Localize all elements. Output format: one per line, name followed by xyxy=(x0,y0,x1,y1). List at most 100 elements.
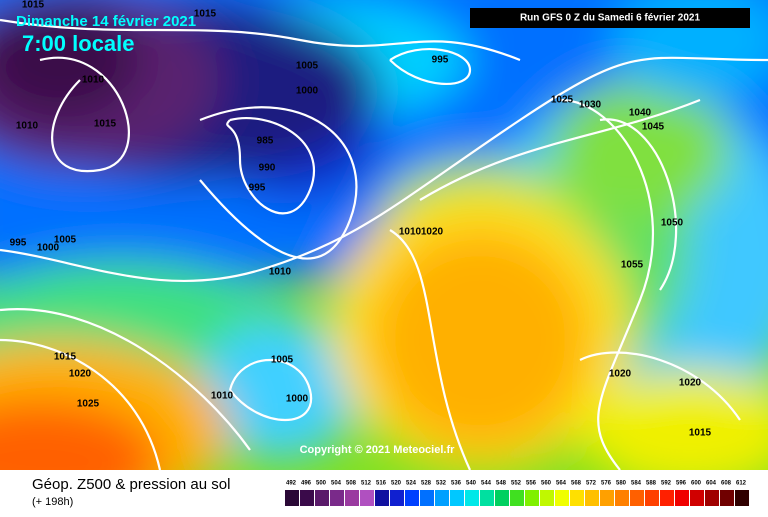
scale-label: 500 xyxy=(316,481,327,487)
isobar-label: 995 xyxy=(10,238,27,249)
scale-label: 516 xyxy=(376,481,387,487)
isobar-label: 985 xyxy=(257,136,274,147)
isobar-label: 1015 xyxy=(194,9,217,20)
isobar-label: 1030 xyxy=(579,100,602,111)
scale-swatch xyxy=(285,490,299,506)
copyright: Copyright © 2021 Meteociel.fr xyxy=(300,444,456,456)
isobar-label: 1010 xyxy=(82,75,105,86)
run: Run GFS 0 Z du Samedi 6 février 2021 xyxy=(520,13,701,24)
scale-swatch xyxy=(465,490,479,506)
scale-swatch xyxy=(435,490,449,506)
scale-label: 496 xyxy=(301,481,312,487)
scale-label: 528 xyxy=(421,481,432,487)
scale-label: 552 xyxy=(511,481,522,487)
scale-label: 544 xyxy=(481,481,492,487)
scale-label: 572 xyxy=(586,481,597,487)
scale-swatch xyxy=(555,490,569,506)
scale-swatch xyxy=(735,490,749,506)
isobar-label: 1015 xyxy=(94,119,117,130)
isobar-label: 995 xyxy=(432,55,449,66)
scale-label: 536 xyxy=(451,481,462,487)
scale-swatch xyxy=(525,490,539,506)
scale-swatch xyxy=(390,490,404,506)
isobar-label: 1055 xyxy=(621,260,644,271)
color-scale: 492 496 500 504 508 512 516 520 524 528 532 536 540 5… xyxy=(285,481,749,506)
isobar-label: 1020 xyxy=(69,369,92,380)
isobar-label: 1010 xyxy=(269,267,292,278)
isobar-label: 1015 xyxy=(689,428,712,439)
scale-swatch xyxy=(510,490,524,506)
isobar-label: 1010 xyxy=(16,121,39,132)
scale-label: 592 xyxy=(661,481,672,487)
isobar-label: 1005 xyxy=(271,355,294,366)
scale-swatch xyxy=(690,490,704,506)
isobar-label: 1010 xyxy=(211,391,234,402)
isobar-label: 1050 xyxy=(661,218,684,229)
isobar-label: 1005 xyxy=(296,61,319,72)
isobar-label: 990 xyxy=(259,163,276,174)
scale-swatch xyxy=(675,490,689,506)
scale-swatch xyxy=(405,490,419,506)
isobar-label: 1000 xyxy=(296,86,319,97)
scale-label: 580 xyxy=(616,481,627,487)
scale-label: 512 xyxy=(361,481,372,487)
scale-swatch xyxy=(495,490,509,506)
scale-swatch xyxy=(480,490,494,506)
scale-label: 524 xyxy=(406,481,417,487)
scale-swatch xyxy=(345,490,359,506)
scale-swatch xyxy=(420,490,434,506)
isobar-label: 1020 xyxy=(679,378,702,389)
isobar-label: 1040 xyxy=(629,108,652,119)
scale-swatch xyxy=(330,490,344,506)
isobar-label: 1015 xyxy=(54,352,77,363)
isobar-label: 1025 xyxy=(77,399,100,410)
scale-swatch xyxy=(540,490,554,506)
isobar-label: 1005 xyxy=(54,235,77,246)
isobar-label: 995 xyxy=(249,183,266,194)
scale-label: 612 xyxy=(736,481,747,487)
scale-swatch xyxy=(300,490,314,506)
isobar-label: 1000 xyxy=(286,394,309,405)
scale-label: 584 xyxy=(631,481,642,487)
date: Dimanche 14 février 2021 xyxy=(16,13,196,30)
time: 7:00 locale xyxy=(22,31,135,56)
scale-swatch xyxy=(630,490,644,506)
scale-label: 588 xyxy=(646,481,657,487)
isobar-label: 1020 xyxy=(421,227,444,238)
run-box xyxy=(470,8,750,28)
legend-lead: (+ 198h) xyxy=(32,496,73,508)
isobar-label: 1000 xyxy=(37,243,60,254)
scale-swatch xyxy=(375,490,389,506)
scale-swatch xyxy=(645,490,659,506)
isobar-label: 1045 xyxy=(642,122,665,133)
scale-label: 608 xyxy=(721,481,732,487)
isobar-label: 1020 xyxy=(609,369,632,380)
scale-swatch xyxy=(660,490,674,506)
scale-label: 600 xyxy=(691,481,702,487)
legend-title: Géop. Z500 & pression au sol xyxy=(32,476,230,493)
isobar-label: 1025 xyxy=(551,95,574,106)
scale-swatch xyxy=(570,490,584,506)
scale-label: 520 xyxy=(391,481,402,487)
scale-label: 492 xyxy=(286,481,297,487)
scale-swatch xyxy=(705,490,719,506)
scale-swatch xyxy=(720,490,734,506)
scale-label: 532 xyxy=(436,481,447,487)
isobar-label: 1015 xyxy=(22,0,45,11)
scale-label: 540 xyxy=(466,481,477,487)
scale-swatch xyxy=(585,490,599,506)
scale-label: 548 xyxy=(496,481,507,487)
scale-swatch xyxy=(615,490,629,506)
scale-swatch xyxy=(315,490,329,506)
scale-label: 560 xyxy=(541,481,552,487)
scale-label: 568 xyxy=(571,481,582,487)
scale-label: 504 xyxy=(331,481,342,487)
scale-label: 596 xyxy=(676,481,687,487)
scale-label: 576 xyxy=(601,481,612,487)
scale-label: 604 xyxy=(706,481,717,487)
scale-label: 564 xyxy=(556,481,567,487)
scale-label: 508 xyxy=(346,481,357,487)
scale-swatch xyxy=(360,490,374,506)
